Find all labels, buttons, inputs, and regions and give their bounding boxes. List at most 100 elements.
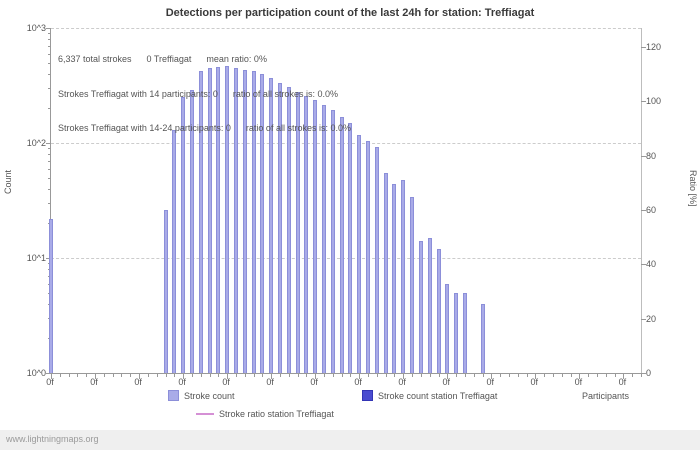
stroke-count-bar <box>49 218 53 373</box>
stroke-count-bar <box>418 241 423 373</box>
stroke-count-bar <box>163 210 168 373</box>
participants-axis-tick <box>491 374 493 379</box>
participants-axis-tick <box>315 374 317 379</box>
ratio-axis-tick <box>641 47 646 48</box>
count-axis-tick <box>46 258 51 259</box>
stroke-count-bar <box>383 172 388 373</box>
participants-axis-tick <box>95 374 96 379</box>
ratio-axis-tick <box>641 210 646 211</box>
ratio-axis-tick-label: 20 <box>646 313 657 324</box>
participants-axis-tick <box>447 374 449 379</box>
participants-axis-tick-label: 0f <box>310 377 318 387</box>
plot-area: 6,337 total strokes 0 Treffiagat mean ra… <box>46 28 646 379</box>
participants-axis-tick <box>183 374 185 379</box>
participants-axis-tick-label: 0f <box>222 377 230 387</box>
participants-axis-tick <box>51 374 52 379</box>
participants-axis-tick <box>227 374 229 379</box>
stroke-count-bar <box>330 109 335 373</box>
stroke-count-bar <box>348 123 353 373</box>
count-axis-tick-label: 10^2 <box>26 138 46 148</box>
participants-axis-tick <box>385 374 387 377</box>
count-axis-minor-tick <box>48 154 51 156</box>
footer-bar: www.lightningmaps.org <box>0 430 700 450</box>
legend-label-station-count: Stroke count station Treffiagat <box>378 390 498 401</box>
station-ratio-line-icon <box>196 413 214 415</box>
participants-axis-tick <box>332 374 334 377</box>
participants-axis-tick <box>121 374 123 377</box>
stroke-count-bar <box>410 196 414 373</box>
participants-axis-tick <box>139 374 141 379</box>
count-axis-minor-tick <box>48 33 51 35</box>
stroke-count-bar <box>462 292 467 373</box>
stroke-count-bar <box>242 69 247 373</box>
ratio-axis-tick <box>641 318 646 320</box>
participants-axis-tick <box>368 374 369 377</box>
participants-axis-tick <box>147 374 149 377</box>
participants-axis-tick <box>112 374 114 377</box>
count-axis-tick <box>46 28 51 29</box>
participants-axis-tick <box>306 374 308 377</box>
stroke-count-bar <box>366 140 370 373</box>
stroke-count-bar <box>339 116 344 373</box>
ratio-axis-tick-label: 40 <box>646 259 657 270</box>
participants-axis-tick <box>376 374 378 377</box>
ratio-axis-tick-label: 0 <box>646 368 652 378</box>
participants-axis-tick <box>456 374 458 377</box>
participants-axis-tick <box>156 374 158 377</box>
stroke-count-bar <box>445 283 450 373</box>
participants-axis-tick <box>165 374 167 377</box>
count-axis-tick <box>46 373 51 374</box>
participants-axis-tick-label: 0f <box>46 377 54 387</box>
participants-axis-tick <box>500 374 502 377</box>
stroke-count-bar <box>216 67 221 373</box>
x-axis-title: Participants <box>582 391 630 401</box>
stroke-count-bar <box>357 134 362 373</box>
ratio-axis-tick <box>641 101 646 103</box>
participants-axis-tick <box>191 374 193 377</box>
chart-title: Detections per participation count of th… <box>165 7 535 19</box>
stroke-count-bar <box>225 66 230 373</box>
participants-axis-tick <box>235 374 237 377</box>
participants-axis-tick-label: 0f <box>134 377 142 387</box>
count-axis-minor-tick <box>48 177 51 179</box>
participants-axis-tick-label: 0f <box>178 377 186 387</box>
participants-axis-tick-label: 0f <box>486 377 495 387</box>
participants-axis-tick <box>77 374 79 377</box>
participants-axis-tick-label: 0f <box>398 377 406 387</box>
participants-axis-tick <box>130 374 132 377</box>
participants-axis-tick <box>605 374 607 377</box>
participants-axis-tick <box>394 374 396 377</box>
count-axis-minor-tick <box>48 108 51 110</box>
count-axis-minor-tick <box>48 88 51 90</box>
stroke-count-bar <box>286 87 291 373</box>
participants-axis-tick <box>552 374 554 377</box>
ratio-axis-tick <box>641 264 646 266</box>
participants-axis-tick <box>59 374 61 377</box>
participants-axis-tick <box>588 374 590 377</box>
participants-axis-tick <box>632 374 634 377</box>
annotation-line-3: Strokes Treffiagat with 14-24 participan… <box>58 123 351 133</box>
participants-axis-tick <box>86 374 88 377</box>
participants-axis-tick <box>641 374 642 377</box>
stroke-count-bar <box>454 292 459 373</box>
stroke-count-bar <box>322 104 326 373</box>
participants-axis-tick-label: 0f <box>442 377 451 387</box>
count-axis-tick <box>46 143 51 144</box>
participants-axis-tick <box>288 374 290 377</box>
participants-axis-tick-label: 0f <box>266 377 274 387</box>
stroke-count-bar <box>392 184 397 373</box>
legend-label-station-ratio: Stroke ratio station Treffiagat <box>219 409 334 419</box>
ratio-axis-tick-label: 100 <box>646 96 662 107</box>
participants-axis-tick <box>570 374 572 377</box>
station-count-swatch-icon <box>362 390 373 401</box>
participants-axis-tick <box>68 374 70 377</box>
participants-axis-tick <box>412 374 413 377</box>
count-axis-minor-tick <box>48 160 51 162</box>
watermark: www.lightningmaps.org <box>6 434 99 444</box>
participants-axis-tick <box>473 374 475 377</box>
ratio-axis-tick-label: 120 <box>646 42 662 52</box>
participants-axis-tick <box>561 374 563 377</box>
participants-axis-tick <box>614 374 616 377</box>
participants-axis-tick <box>218 374 220 377</box>
participants-axis-tick <box>324 374 325 377</box>
